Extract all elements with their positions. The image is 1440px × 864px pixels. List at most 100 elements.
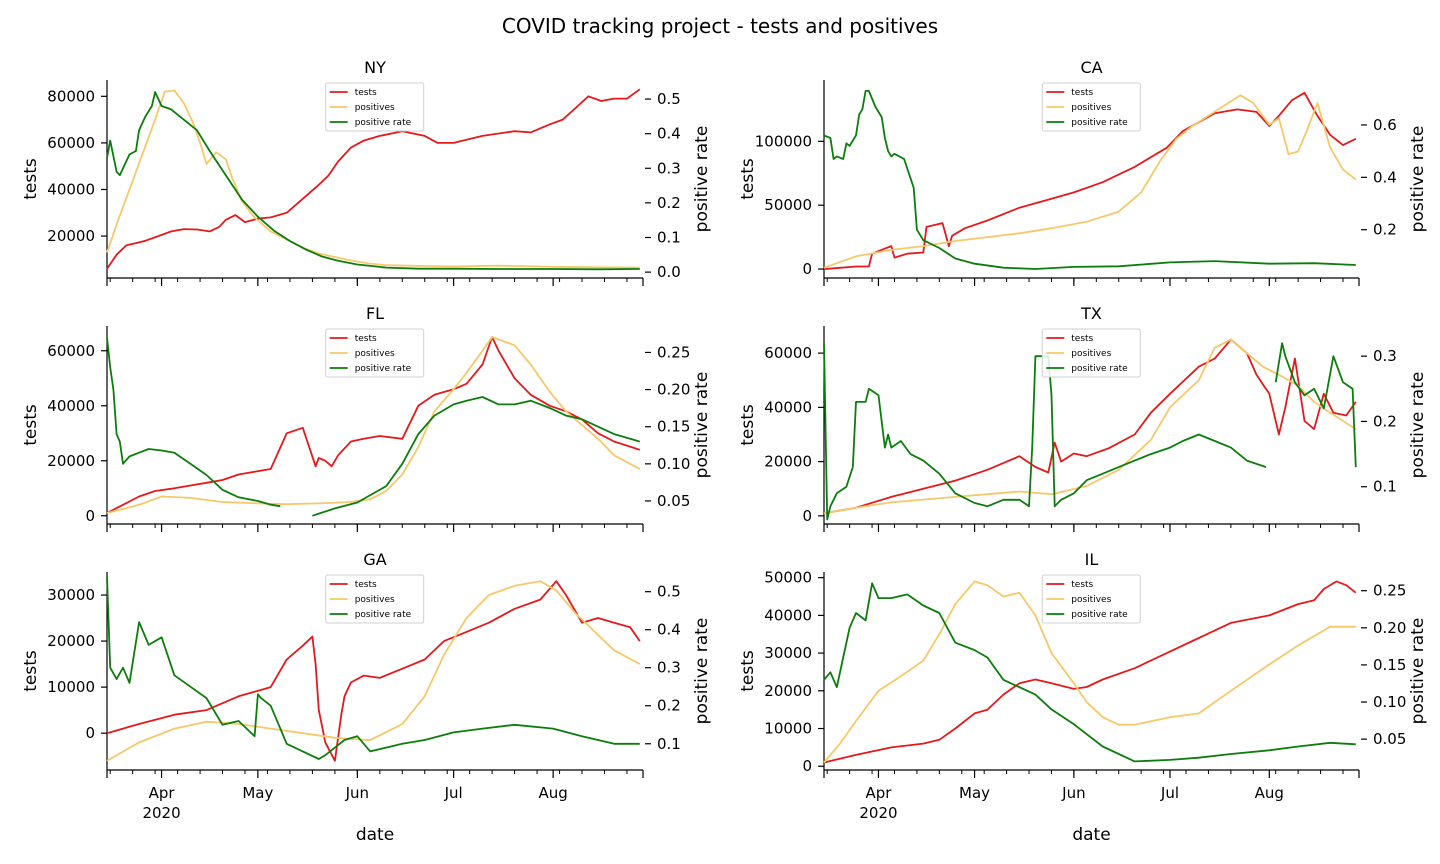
y2-tick-label: 0.25 bbox=[657, 343, 690, 361]
series-line-tests bbox=[823, 91, 1357, 270]
legend-label-positive-rate: positive rate bbox=[1071, 364, 1128, 374]
panel-ny: NY 20000 40000 60000 80000 0.0 0.1 0.2 0.3 0.4 0.5… bbox=[21, 58, 712, 286]
y2-tick-label: 0.1 bbox=[657, 735, 681, 753]
panel-title: NY bbox=[364, 58, 386, 77]
x-tick-label: Jul bbox=[1160, 784, 1179, 802]
x-tick-label: May bbox=[242, 784, 273, 802]
y2-tick-label: 0.5 bbox=[657, 90, 681, 108]
panel-fl: FL 0 20000 40000 60000 0.05 0.10 0.15 0.20 0.25 te… bbox=[21, 304, 712, 532]
legend-label-positive-rate: positive rate bbox=[355, 364, 412, 374]
x-tick-label: Jun bbox=[345, 784, 369, 802]
y2-tick-label: 0.3 bbox=[657, 159, 681, 177]
y2-tick-label: 0.0 bbox=[657, 263, 681, 281]
y2-tick-label: 0.10 bbox=[657, 455, 690, 473]
panel-title: FL bbox=[366, 304, 384, 323]
y2-axis-label: positive rate bbox=[1408, 618, 1428, 725]
x-tick-year: 2020 bbox=[859, 804, 897, 822]
series-line-positives bbox=[823, 338, 1357, 515]
series-line-tests bbox=[823, 338, 1357, 515]
legend: tests positives positive rate bbox=[325, 328, 425, 378]
x-tick-label: Aug bbox=[538, 784, 567, 802]
series-line-positives bbox=[823, 580, 1356, 764]
y-tick-label: 60000 bbox=[47, 342, 95, 360]
y2-tick-label: 0.20 bbox=[657, 381, 690, 399]
y-tick-label: 40000 bbox=[47, 397, 95, 415]
legend-box bbox=[1041, 82, 1141, 132]
series-line-positive-rate bbox=[1274, 342, 1357, 468]
y2-tick-label: 0.10 bbox=[1373, 693, 1406, 711]
y-tick-label: 50000 bbox=[764, 196, 812, 214]
legend-label-positive-rate: positive rate bbox=[355, 118, 412, 128]
y-tick-label: 30000 bbox=[47, 586, 95, 604]
y-tick-label: 20000 bbox=[47, 632, 95, 650]
legend-label-tests: tests bbox=[355, 580, 377, 590]
legend-label-positives: positives bbox=[355, 103, 395, 113]
y-tick-label: 20000 bbox=[47, 452, 95, 470]
legend-label-positive-rate: positive rate bbox=[1071, 610, 1128, 620]
panel-title: IL bbox=[1085, 550, 1099, 569]
y2-tick-label: 0.2 bbox=[657, 194, 681, 212]
series-line-positives bbox=[106, 89, 640, 269]
x-tick-label: Jun bbox=[1061, 784, 1085, 802]
legend-box bbox=[1041, 328, 1141, 378]
series-line-positive-rate bbox=[823, 582, 1356, 763]
series-line-tests bbox=[106, 580, 641, 762]
legend: tests positives positive rate bbox=[325, 82, 425, 132]
y-tick-label: 100000 bbox=[755, 132, 812, 150]
series-line-positive-rate bbox=[106, 576, 640, 760]
y-axis-label: tests bbox=[21, 650, 41, 692]
legend: tests positives positive rate bbox=[1041, 574, 1141, 624]
y2-axis-label: positive rate bbox=[1408, 372, 1428, 479]
series-line-positive-rate bbox=[106, 91, 640, 271]
figure-title: COVID tracking project - tests and posit… bbox=[502, 14, 938, 38]
legend-label-tests: tests bbox=[1071, 334, 1093, 344]
y2-tick-label: 0.25 bbox=[1373, 582, 1406, 600]
legend-label-positive-rate: positive rate bbox=[355, 610, 412, 620]
series-line-positives bbox=[106, 580, 641, 762]
series-line-tests bbox=[823, 580, 1357, 764]
legend-label-tests: tests bbox=[1071, 580, 1093, 590]
y-tick-label: 60000 bbox=[764, 344, 812, 362]
series-line-positive-rate bbox=[106, 337, 281, 508]
series-line-positive-rate bbox=[312, 396, 641, 517]
legend-label-positives: positives bbox=[1071, 349, 1111, 359]
legend: tests positives positive rate bbox=[1041, 328, 1141, 378]
y2-tick-label: 0.6 bbox=[1373, 116, 1397, 134]
y2-tick-label: 0.4 bbox=[657, 621, 681, 639]
legend: tests positives positive rate bbox=[325, 574, 425, 624]
y2-tick-label: 0.2 bbox=[1373, 412, 1397, 430]
y-axis-label: tests bbox=[21, 404, 41, 446]
y-tick-label: 0 bbox=[85, 507, 95, 525]
y2-tick-label: 0.4 bbox=[657, 125, 681, 143]
y2-tick-label: 0.4 bbox=[1373, 168, 1397, 186]
legend: tests positives positive rate bbox=[1041, 82, 1141, 132]
x-axis-label: date bbox=[356, 825, 394, 845]
y-tick-label: 0 bbox=[85, 724, 95, 742]
legend-label-positives: positives bbox=[355, 595, 395, 605]
y-axis-label: tests bbox=[738, 650, 758, 692]
x-tick-label: Aug bbox=[1255, 784, 1284, 802]
y-tick-label: 10000 bbox=[764, 720, 812, 738]
x-tick-label: Apr bbox=[149, 784, 176, 802]
legend-label-positives: positives bbox=[1071, 103, 1111, 113]
panel-tx: TX 0 20000 40000 60000 0.1 0.2 0.3 tests positive… bbox=[738, 304, 1428, 532]
y2-tick-label: 0.5 bbox=[657, 583, 681, 601]
y2-tick-label: 0.05 bbox=[657, 492, 690, 510]
y-tick-label: 20000 bbox=[764, 453, 812, 471]
series-line-tests bbox=[106, 336, 641, 514]
panels: NY 20000 40000 60000 80000 0.0 0.1 0.2 0.3 0.4 0.5… bbox=[21, 58, 1428, 845]
y-tick-label: 20000 bbox=[47, 227, 95, 245]
legend-label-positive-rate: positive rate bbox=[1071, 118, 1128, 128]
y-tick-label: 0 bbox=[802, 507, 812, 525]
y2-tick-label: 0.3 bbox=[1373, 347, 1397, 365]
y2-tick-label: 0.05 bbox=[1373, 730, 1406, 748]
y2-axis-label: positive rate bbox=[692, 372, 712, 479]
panel-title: TX bbox=[1080, 304, 1102, 323]
panel-title: GA bbox=[363, 550, 386, 569]
y2-tick-label: 0.2 bbox=[657, 697, 681, 715]
legend-box bbox=[325, 574, 425, 624]
series-line-positive-rate bbox=[823, 90, 1356, 270]
y-axis-label: tests bbox=[21, 158, 41, 200]
y2-tick-label: 0.3 bbox=[657, 659, 681, 677]
